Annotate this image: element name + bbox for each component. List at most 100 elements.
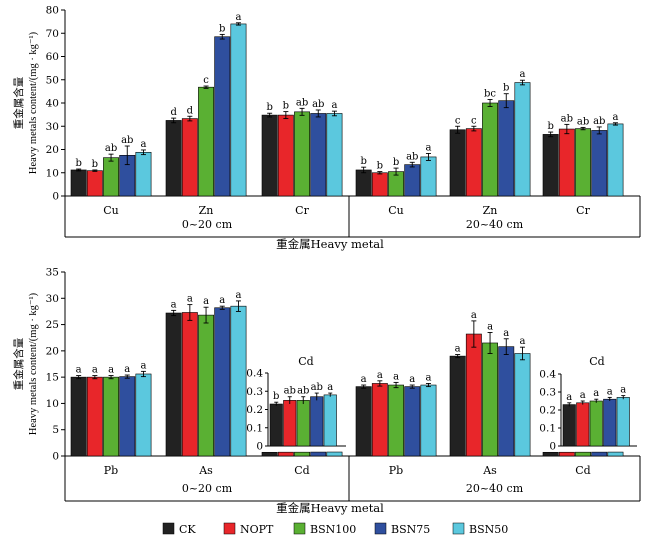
legend-label-bsn100: BSN100 [310, 523, 356, 536]
significance-letter: a [171, 299, 177, 310]
bar-cr-sub-bsn50 [607, 123, 624, 197]
significance-letter: a [487, 321, 493, 332]
inset-title: Cd [589, 355, 604, 368]
depth-label: 20~40 cm [466, 482, 524, 495]
bar-as-sub-nopt [465, 333, 482, 457]
bar-zn-top-nopt [181, 118, 198, 197]
significance-letter: a [612, 112, 618, 123]
bar-cr-sub-bsn75 [591, 130, 608, 197]
inset-y-tick-label: 0.4 [539, 369, 556, 381]
bar-cd-main-ck [542, 451, 559, 457]
category-label: Cu [103, 204, 119, 217]
significance-letter: b [219, 23, 225, 34]
bar-as-sub-bsn75 [498, 346, 515, 457]
bar-cu-sub-bsn50 [420, 156, 437, 197]
significance-letter: a [235, 12, 241, 23]
significance-letter: b [377, 161, 383, 172]
bar-as-top-nopt [181, 312, 198, 457]
significance-letter: a [566, 392, 572, 403]
significance-letter: b [503, 83, 509, 94]
significance-letter: ab [593, 116, 605, 127]
y-tick-label: 30 [46, 293, 59, 305]
bar-cd-inset-bsn100 [296, 400, 310, 447]
significance-letter: ab [311, 382, 323, 393]
legend-label-bsn75: BSN75 [391, 523, 430, 536]
category-label: Cu [388, 204, 404, 217]
bar-cr-top-ck [261, 114, 278, 197]
significance-letter: a [580, 390, 586, 401]
significance-letter: a [425, 142, 431, 153]
bar-zn-sub-bsn75 [498, 100, 515, 197]
significance-letter: bc [484, 89, 496, 100]
y-tick-label: 80 [46, 5, 59, 17]
y-tick-label: 15 [46, 372, 59, 384]
significance-letter: a [620, 385, 626, 396]
category-label: Cd [575, 464, 590, 477]
significance-letter: a [409, 374, 415, 385]
inset-y-tick-label: 0.4 [246, 368, 263, 380]
bar-cu-sub-nopt [371, 172, 388, 197]
bar-cd-inset-bsn50 [616, 397, 630, 447]
significance-letter: a [503, 328, 509, 339]
y-tick-label: 20 [46, 345, 59, 357]
bar-cr-sub-bsn100 [575, 128, 592, 197]
inset-y-tick-label: 0 [549, 441, 556, 453]
legend-label-nopt: NOPT [240, 523, 274, 536]
category-label: Zn [199, 204, 214, 217]
bar-cd-main-ck [261, 451, 278, 457]
category-label: Pb [104, 464, 118, 477]
bar-zn-top-bsn50 [230, 23, 247, 197]
significance-letter: a [393, 371, 399, 382]
significance-letter: ab [297, 386, 309, 397]
significance-letter: a [203, 296, 209, 307]
significance-letter: a [377, 370, 383, 381]
y-axis-title-cn: 重金属含量 [12, 76, 25, 129]
legend-swatch-bsn75 [374, 522, 387, 535]
bar-pb-sub-bsn50 [420, 384, 437, 457]
y-tick-label: 10 [46, 167, 59, 179]
significance-letter: a [471, 310, 477, 321]
significance-letter: a [140, 139, 146, 150]
y-tick-label: 20 [46, 144, 59, 156]
significance-letter: a [593, 388, 599, 399]
y-axis-title-cn: 重金属含量 [12, 337, 25, 390]
x-axis-title: 重金属Heavy metal [276, 501, 384, 515]
bar-as-top-bsn50 [230, 305, 247, 457]
bar-cr-sub-nopt [558, 128, 575, 197]
y-tick-label: 5 [52, 424, 59, 436]
bar-cd-inset-nopt [576, 402, 590, 447]
significance-letter: a [108, 365, 114, 376]
y-tick-label: 70 [46, 28, 59, 40]
bar-cr-top-nopt [277, 114, 294, 197]
significance-letter: a [92, 365, 98, 376]
bar-cd-main-bsn75 [310, 451, 327, 457]
significance-letter: d [170, 107, 177, 118]
legend-swatch-bsn50 [452, 522, 465, 535]
significance-letter: ab [406, 151, 418, 162]
inset-y-tick-label: 0.3 [246, 386, 263, 398]
bar-cr-top-bsn75 [310, 113, 327, 197]
inset-title: Cd [298, 355, 313, 368]
y-tick-label: 50 [46, 74, 59, 86]
bar-as-top-bsn100 [198, 314, 214, 457]
bar-cd-inset-bsn100 [589, 400, 603, 447]
significance-letter: ab [105, 143, 117, 154]
category-label: As [198, 464, 213, 477]
bar-zn-sub-nopt [465, 128, 482, 197]
bar-cd-main-bsn100 [575, 451, 592, 457]
legend-label-ck: CK [179, 523, 196, 536]
significance-letter: b [273, 391, 279, 402]
significance-letter: ab [577, 116, 589, 127]
depth-label: 0~20 cm [182, 482, 233, 495]
bar-cd-main-bsn75 [591, 451, 608, 457]
category-label: As [482, 464, 497, 477]
legend-swatch-bsn100 [293, 522, 306, 535]
bar-as-sub-ck [449, 355, 466, 457]
bar-cu-top-nopt [86, 170, 103, 197]
significance-letter: b [547, 121, 553, 132]
bar-cd-main-bsn100 [294, 451, 310, 457]
bar-zn-top-bsn100 [198, 86, 214, 197]
y-axis-title: 重金属含量 Heavy metals content/(mg · kg⁻¹) [12, 292, 39, 435]
